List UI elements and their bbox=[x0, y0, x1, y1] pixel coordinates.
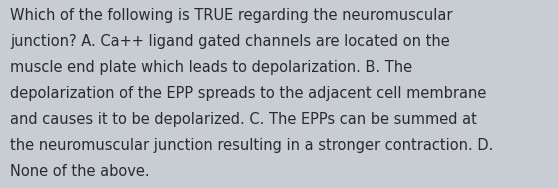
Text: and causes it to be depolarized. C. The EPPs can be summed at: and causes it to be depolarized. C. The … bbox=[10, 112, 477, 127]
Text: None of the above.: None of the above. bbox=[10, 164, 150, 179]
Text: junction? A. Ca++ ligand gated channels are located on the: junction? A. Ca++ ligand gated channels … bbox=[10, 34, 450, 49]
Text: the neuromuscular junction resulting in a stronger contraction. D.: the neuromuscular junction resulting in … bbox=[10, 138, 493, 153]
Text: Which of the following is TRUE regarding the neuromuscular: Which of the following is TRUE regarding… bbox=[10, 8, 453, 24]
Text: depolarization of the EPP spreads to the adjacent cell membrane: depolarization of the EPP spreads to the… bbox=[10, 86, 487, 101]
Text: muscle end plate which leads to depolarization. B. The: muscle end plate which leads to depolari… bbox=[10, 60, 412, 75]
